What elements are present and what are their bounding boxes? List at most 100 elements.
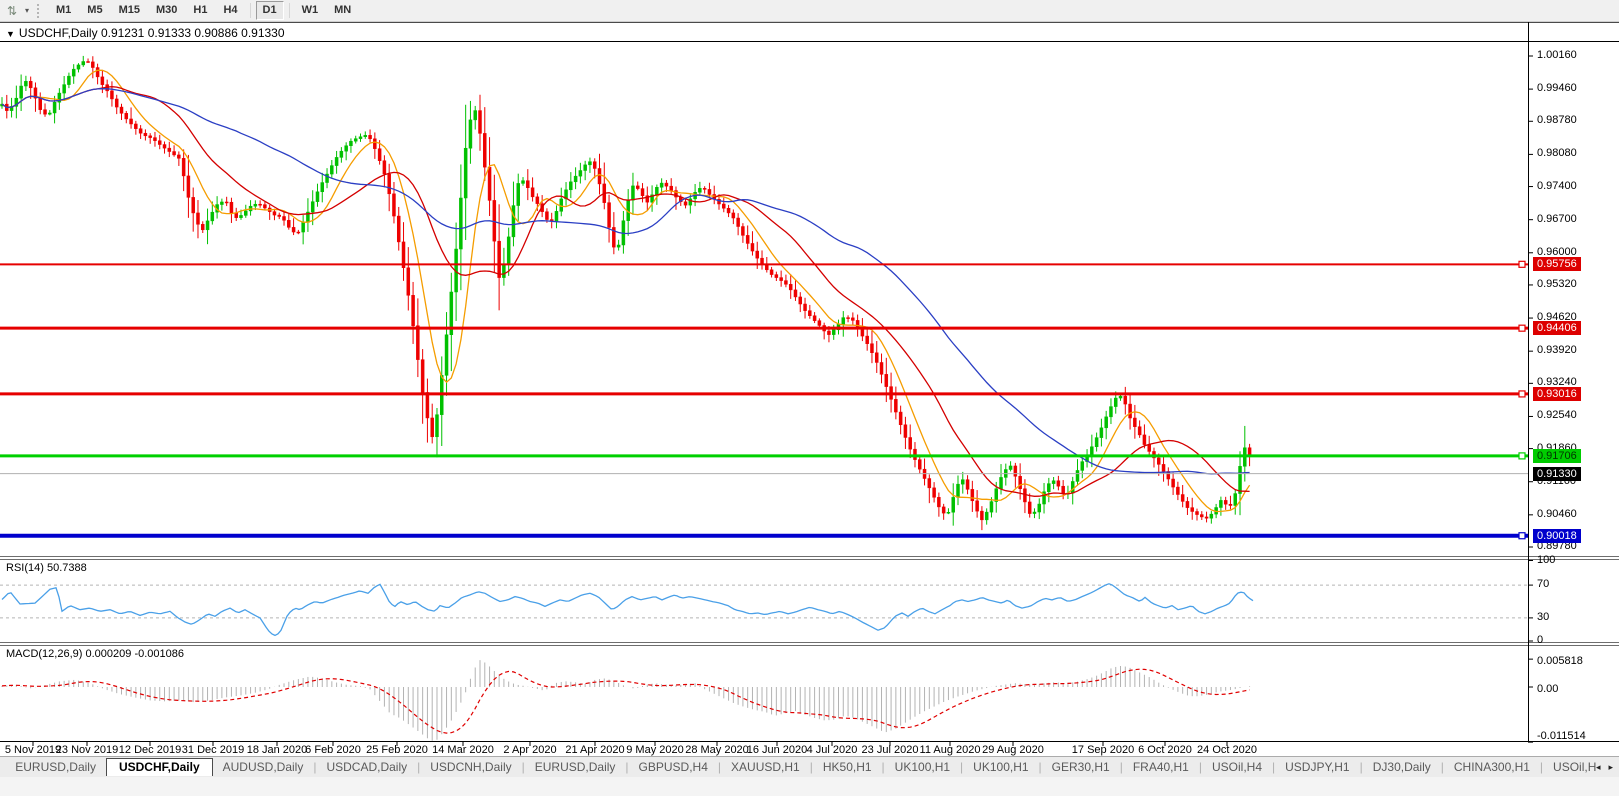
ohlc-close: 0.91330 <box>241 26 285 40</box>
status-strip <box>0 776 1619 796</box>
ohlc-high: 0.91333 <box>147 26 192 40</box>
macd-axis-tick: 0.005818 <box>1537 655 1583 668</box>
chart-tab-usdcnh-daily[interactable]: USDCNH,Daily <box>430 760 512 774</box>
chart-tab-xauusd-h1[interactable]: XAUUSD,H1 <box>731 760 800 774</box>
chart-cursor-icon[interactable]: ⇅ <box>6 3 18 18</box>
chart-title: ▼ USDCHF,Daily 0.91231 0.91333 0.90886 0.… <box>6 26 285 40</box>
date-axis-label: 21 Apr 2020 <box>565 744 625 756</box>
ohlc-open: 0.91231 <box>100 26 145 40</box>
chart-tab-dj30-daily[interactable]: DJ30,Daily <box>1372 760 1431 774</box>
tab-separator: | <box>881 760 885 774</box>
tab-separator: | <box>1440 760 1444 774</box>
price-line-tag: 0.94406 <box>1533 321 1581 336</box>
timeframe-button-M1[interactable]: M1 <box>56 4 72 16</box>
rsi-axis-tick: 70 <box>1537 578 1550 591</box>
date-axis-label: 5 Nov 2019 <box>4 744 62 756</box>
date-axis-label: 18 Jan 2020 <box>246 744 308 756</box>
price-axis-tick: 1.00160 <box>1537 49 1577 61</box>
chart-window <box>0 22 1619 757</box>
price-line-tag: 0.90018 <box>1533 528 1581 543</box>
timeframe-button-MN[interactable]: MN <box>334 4 352 16</box>
date-axis-label: 6 Oct 2020 <box>1138 744 1192 756</box>
rsi-indicator-label: RSI(14) 50.7388 <box>6 562 87 574</box>
price-line-tag: 0.93016 <box>1533 386 1581 401</box>
price-axis-tick: 0.90460 <box>1537 507 1577 520</box>
chart-tab-uk100-h1[interactable]: UK100,H1 <box>894 760 951 774</box>
timeframe-button-D1[interactable]: D1 <box>255 1 284 20</box>
macd-signal-value: -0.001086 <box>134 648 184 660</box>
timeframe-button-H1[interactable]: H1 <box>193 4 208 16</box>
date-axis-label: 11 Aug 2020 <box>919 744 981 756</box>
date-axis-label: 9 May 2020 <box>626 744 684 756</box>
tab-separator: | <box>313 760 317 774</box>
tab-scroll-right-icon[interactable]: ▸ <box>1608 761 1613 772</box>
chart-tab-usdjpy-h1[interactable]: USDJPY,H1 <box>1285 760 1350 774</box>
price-axis-tick: 0.99460 <box>1537 82 1577 95</box>
chart-tab-bar: EURUSD,Daily USDCHF,Daily AUDUSD,Daily | USD… <box>0 756 1619 777</box>
price-axis-tick: 0.97400 <box>1537 179 1577 192</box>
rsi-axis-tick: 100 <box>1537 553 1556 566</box>
chart-tab-fra40-h1[interactable]: FRA40,H1 <box>1132 760 1189 774</box>
tab-separator: | <box>1119 760 1123 774</box>
macd-indicator-label: MACD(12,26,9) 0.000209 -0.001086 <box>6 648 184 660</box>
chart-tab-usoil-h1[interactable]: USOil,H1 <box>1553 760 1596 774</box>
date-axis-label: 25 Feb 2020 <box>366 744 428 756</box>
tab-separator: | <box>717 760 722 774</box>
collapse-arrow-icon[interactable]: ▼ <box>6 29 15 39</box>
chart-tab-china300-h1[interactable]: CHINA300,H1 <box>1453 760 1530 774</box>
tab-separator: | <box>1198 760 1202 774</box>
toolbar-grip[interactable] <box>37 3 42 18</box>
price-axis-tick: 0.94620 <box>1537 311 1577 324</box>
price-axis-tick: 0.89780 <box>1537 540 1577 552</box>
tab-separator: | <box>521 760 525 774</box>
price-axis-tick: 0.93240 <box>1537 376 1577 389</box>
timeframe-button-M15[interactable]: M15 <box>118 4 140 16</box>
top-toolbar: ⇅ ▾ M1 M5 M15 M30 H1 H4 D1 W1 MN <box>0 0 1619 22</box>
chart-tab-audusd-daily[interactable]: AUDUSD,Daily <box>222 760 304 774</box>
timeframe-button-M5[interactable]: M5 <box>87 4 103 16</box>
price-axis-tick: 0.92540 <box>1537 409 1577 422</box>
rsi-axis-tick: 30 <box>1537 610 1550 623</box>
date-axis-label: 17 Sep 2020 <box>1071 744 1135 756</box>
tab-separator: | <box>1038 760 1042 774</box>
chart-tab-ger30-h1[interactable]: GER30,H1 <box>1051 760 1110 774</box>
date-axis-label: 16 Jun 2020 <box>746 744 808 756</box>
macd-main-value: 0.000209 <box>85 648 132 660</box>
price-axis-tick: 0.98080 <box>1537 147 1577 160</box>
tab-separator: | <box>1359 760 1363 774</box>
chart-tab-hk50-h1[interactable]: HK50,H1 <box>822 760 872 774</box>
rsi-value: 50.7388 <box>46 562 87 574</box>
chart-tab-usdchf-daily[interactable]: USDCHF,Daily <box>105 758 213 776</box>
chart-tab-eurusd-daily[interactable]: EURUSD,Daily <box>15 760 96 774</box>
date-axis-label: 23 Nov 2019 <box>55 744 119 756</box>
tab-separator: | <box>417 760 421 774</box>
price-axis-tick: 0.96700 <box>1537 212 1577 225</box>
tab-scroll-left-icon[interactable]: ◂ <box>1595 761 1601 772</box>
chart-tab-eurusd-daily[interactable]: EURUSD,Daily <box>534 760 616 774</box>
chart-tab-uk100-h1[interactable]: UK100,H1 <box>973 760 1029 774</box>
date-axis-label: 24 Oct 2020 <box>1197 744 1257 756</box>
timeframe-button-W1[interactable]: W1 <box>301 4 319 16</box>
chart-tab-usoil-h4[interactable]: USOil,H4 <box>1211 760 1262 774</box>
date-axis-label: 4 Jul 2020 <box>806 744 858 756</box>
price-axis-tick: 0.98780 <box>1537 114 1577 127</box>
rsi-axis-tick: 0 <box>1537 634 1544 646</box>
chart-tab-usdcad-daily[interactable]: USDCAD,Daily <box>326 760 408 774</box>
price-line-tag: 0.95756 <box>1533 257 1581 272</box>
tab-separator: | <box>1539 760 1544 774</box>
date-axis-label: 12 Dec 2019 <box>118 744 182 756</box>
timeframe-button-H4[interactable]: H4 <box>223 4 238 16</box>
chart-tab-gbpusd-h4[interactable]: GBPUSD,H4 <box>638 760 708 774</box>
current-price-tag: 0.91330 <box>1533 466 1581 481</box>
date-axis-label: 6 Feb 2020 <box>305 744 361 756</box>
toolbar-separator <box>249 3 251 18</box>
macd-axis-tick: 0.00 <box>1537 683 1559 695</box>
price-line-tag: 0.91706 <box>1533 448 1581 463</box>
timeframe-button-M30[interactable]: M30 <box>155 4 178 16</box>
price-axis-tick: 0.96000 <box>1537 245 1577 258</box>
date-axis-label: 2 Apr 2020 <box>503 744 557 756</box>
date-axis-label: 31 Dec 2019 <box>181 744 245 756</box>
price-axis-tick: 0.95320 <box>1537 277 1577 290</box>
date-axis-label: 14 Mar 2020 <box>432 744 494 756</box>
dropdown-caret-icon[interactable]: ▾ <box>24 6 29 15</box>
